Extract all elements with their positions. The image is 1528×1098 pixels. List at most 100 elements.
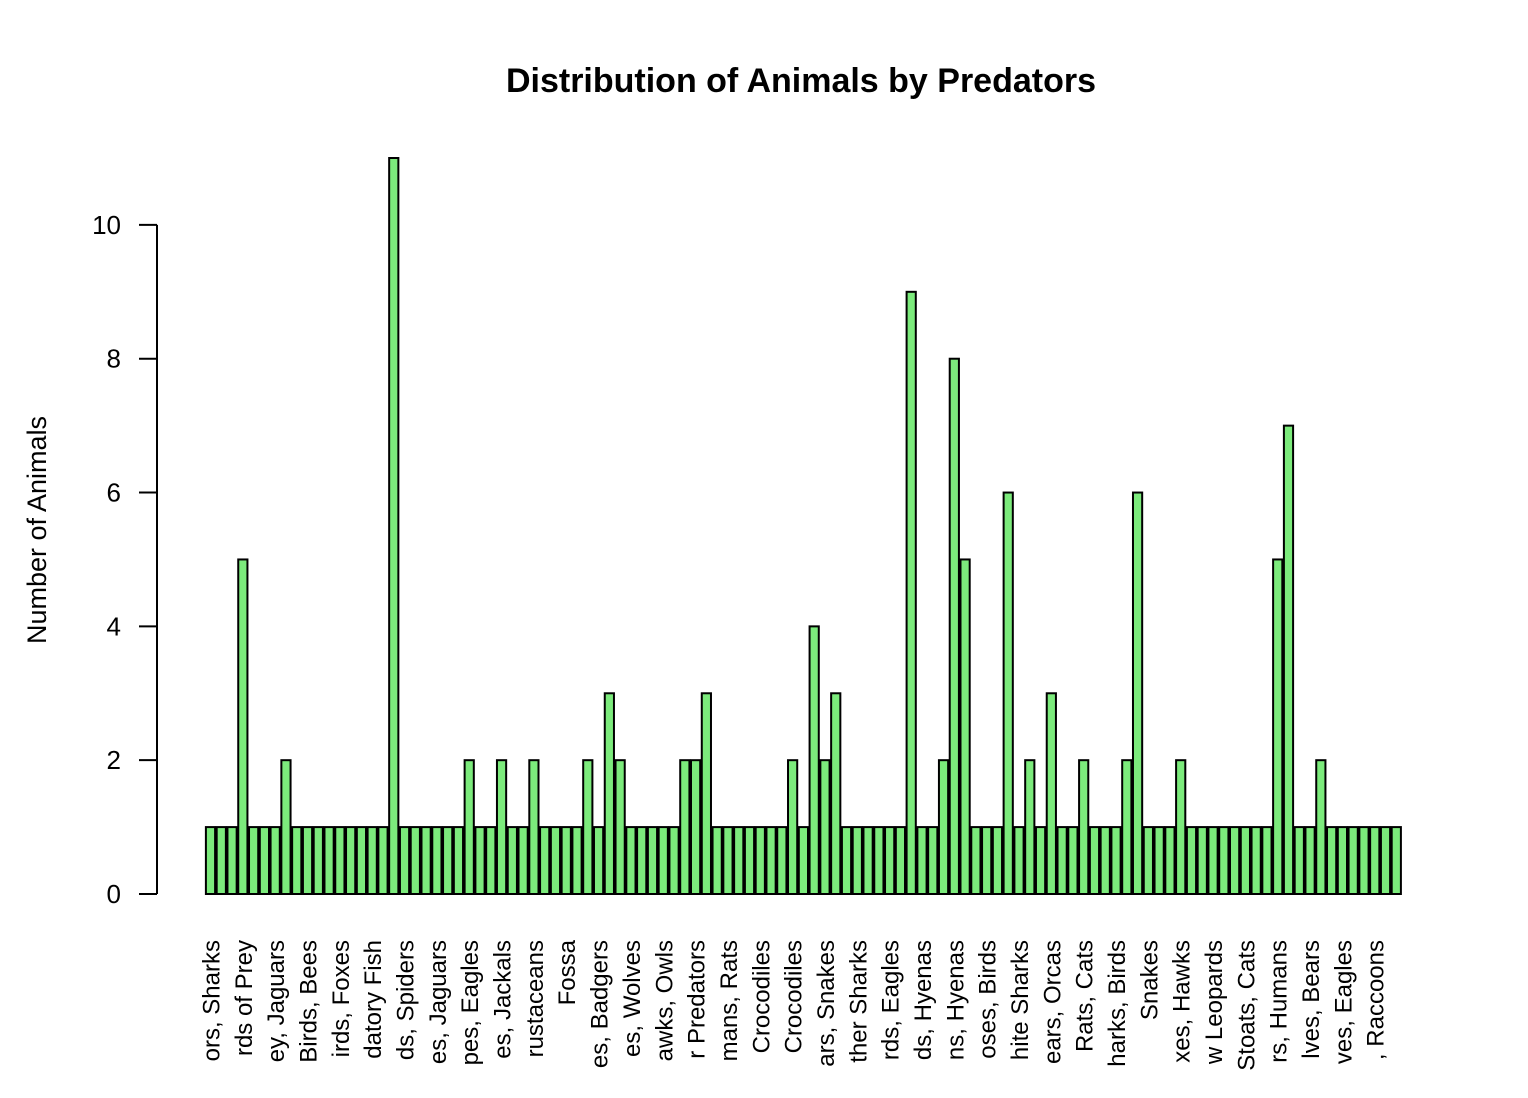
x-tick-label: Crocodiles — [748, 940, 775, 1053]
bar — [894, 826, 907, 895]
x-tick-label: lves, Bears — [1298, 940, 1325, 1059]
bar — [345, 826, 357, 895]
bar — [431, 826, 443, 895]
bar — [280, 759, 292, 895]
x-tick-label: es, Jackals — [490, 940, 517, 1059]
bar — [226, 826, 238, 895]
x-tick-label: pes, Eagles — [457, 940, 484, 1065]
bar — [442, 826, 454, 895]
bar — [754, 826, 766, 895]
y-tick-label: 6 — [107, 478, 121, 508]
bar — [1121, 759, 1133, 895]
bar — [905, 290, 917, 895]
y-tick-label: 8 — [107, 344, 121, 374]
x-tick-label: es, Jaguars — [425, 940, 452, 1064]
bar — [334, 826, 346, 895]
bar — [560, 826, 572, 895]
x-tick-label: Crocodiles — [781, 940, 808, 1053]
bar — [355, 826, 368, 895]
x-tick-label: Fossa — [554, 939, 581, 1005]
bar — [291, 826, 303, 895]
bar — [1153, 826, 1165, 895]
x-tick-label: , Raccoons — [1363, 940, 1390, 1060]
y-axis-label: Number of Animals — [22, 416, 52, 644]
bar — [1024, 759, 1036, 895]
bar — [1131, 491, 1144, 895]
bar — [603, 692, 615, 895]
bar — [312, 826, 324, 895]
bar — [1207, 826, 1219, 895]
x-tick-label: ds, Hyenas — [910, 940, 937, 1060]
bar — [808, 625, 820, 895]
bar — [1379, 826, 1392, 895]
x-tick-label: rs, Humans — [1266, 940, 1293, 1063]
bar — [1110, 826, 1122, 895]
bar — [1272, 558, 1284, 895]
bar — [743, 826, 756, 895]
bar — [959, 558, 971, 895]
bar — [1056, 826, 1068, 895]
bar — [571, 826, 583, 895]
bar — [485, 826, 497, 895]
bar — [1315, 759, 1327, 895]
x-tick-label: datory Fish — [360, 940, 387, 1059]
bar — [1326, 826, 1338, 895]
bar — [398, 826, 411, 895]
bar — [1099, 826, 1111, 895]
x-tick-label: es, Badgers — [587, 940, 614, 1068]
bar — [1013, 826, 1025, 895]
bar — [1002, 491, 1014, 895]
bar — [582, 759, 594, 895]
bar — [1282, 424, 1295, 895]
bar — [366, 826, 378, 895]
bar — [646, 826, 659, 895]
bar — [1185, 826, 1198, 895]
bar — [862, 826, 874, 895]
bar — [970, 826, 982, 895]
bar — [204, 826, 217, 895]
bar — [690, 759, 702, 895]
bar — [215, 826, 227, 895]
bar — [657, 826, 669, 895]
bar — [916, 826, 928, 895]
bar — [991, 826, 1004, 895]
x-tick-label: ther Sharks — [845, 940, 872, 1063]
bar — [1045, 692, 1057, 895]
y-tick-label: 4 — [107, 611, 121, 641]
y-tick-label: 10 — [92, 210, 121, 240]
bar — [948, 357, 960, 895]
x-tick-label: rds, Eagles — [878, 940, 905, 1060]
bar — [248, 826, 260, 895]
bar — [614, 759, 626, 895]
x-tick-label: Snakes — [1136, 940, 1163, 1020]
bar — [237, 558, 249, 895]
x-tick-label: ves, Eagles — [1330, 940, 1357, 1064]
x-tick-label: Birds, Bees — [296, 940, 323, 1063]
bar — [1336, 826, 1349, 895]
bar — [506, 826, 518, 895]
x-tick-label: ds, Spiders — [393, 940, 420, 1060]
bar — [830, 692, 842, 895]
bar — [1250, 826, 1262, 895]
bar — [733, 826, 745, 895]
bar — [1390, 826, 1402, 895]
bar — [625, 826, 637, 895]
x-tick-label: xes, Hawks — [1169, 940, 1196, 1063]
bar — [549, 826, 562, 895]
bar — [851, 826, 863, 895]
bar — [1293, 826, 1305, 895]
bar — [1358, 826, 1370, 895]
x-tick-label: irds, Foxes — [328, 940, 355, 1057]
x-tick-label: rustaceans — [522, 940, 549, 1057]
x-tick-label: awks, Owls — [651, 940, 678, 1061]
bar — [592, 826, 605, 895]
chart-title: Distribution of Animals by Predators — [506, 62, 1096, 100]
bar — [388, 157, 400, 895]
bar — [765, 826, 777, 895]
bar — [711, 826, 723, 895]
bar — [452, 826, 465, 895]
x-tick-label: Stoats, Cats — [1233, 940, 1260, 1071]
bar — [981, 826, 993, 895]
x-tick-label: ars, Snakes — [813, 940, 840, 1067]
